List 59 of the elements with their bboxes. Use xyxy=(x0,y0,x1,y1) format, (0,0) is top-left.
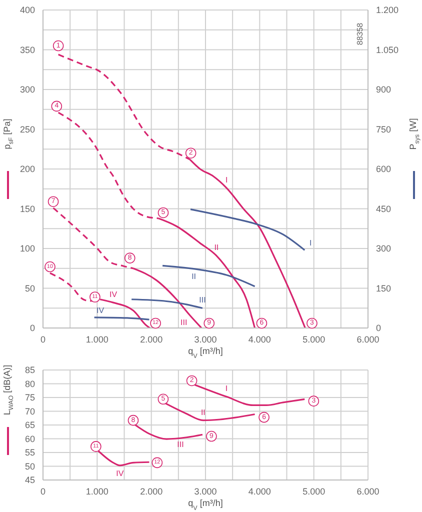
series-label: II xyxy=(200,408,206,417)
series-label: III xyxy=(177,440,184,449)
y-tick-label: 400 xyxy=(20,5,35,16)
y-tick-label: 300 xyxy=(20,84,35,95)
y-tick-label: 45 xyxy=(24,475,35,486)
series-label: III xyxy=(199,296,206,305)
x-axis-title: q$_{V}$ [m³/h] xyxy=(188,498,223,512)
y-tick-label: 50 xyxy=(24,283,35,294)
y2-tick-label: 450 xyxy=(376,204,392,214)
y-tick-label: 80 xyxy=(24,378,35,389)
line-series xyxy=(190,208,306,251)
y-tick-label: 55 xyxy=(24,448,35,458)
y-tick-label: 50 xyxy=(24,461,35,472)
series-label: I xyxy=(226,176,228,185)
legend-label: IV xyxy=(109,290,118,300)
x-tick-label: 2.000 xyxy=(140,486,163,496)
y2-tick-label: 1.050 xyxy=(376,44,399,55)
x-tick-label: 4.000 xyxy=(248,334,271,344)
x-tick-label: 1.000 xyxy=(86,334,108,344)
y-tick-label: 85 xyxy=(24,365,35,376)
line-series xyxy=(162,264,256,288)
series-label: IV xyxy=(96,306,105,315)
x-tick-label: 1.000 xyxy=(86,486,108,496)
x-tick-label: 0 xyxy=(40,486,46,496)
x-tick-label: 2.000 xyxy=(140,334,163,344)
y2-tick-label: 900 xyxy=(376,84,392,95)
series-label: IV xyxy=(116,468,124,478)
y-tick-label: 250 xyxy=(20,124,35,134)
y-tick-label: 100 xyxy=(20,244,35,254)
x-tick-label: 0 xyxy=(40,334,46,344)
line-series xyxy=(130,298,204,309)
y-tick-label: 200 xyxy=(20,164,35,174)
x-tick-label: 4.000 xyxy=(248,486,271,496)
y2-tick-label: 0 xyxy=(376,323,382,334)
y-tick-label: 60 xyxy=(24,434,35,444)
y2-tick-label: 600 xyxy=(376,164,392,174)
x-tick-label: 6.000 xyxy=(356,334,380,344)
y-tick-label: 0 xyxy=(30,323,35,334)
x-tick-label: 3.000 xyxy=(194,486,217,496)
series-label: II xyxy=(214,243,219,252)
x-tick-label: 5.000 xyxy=(302,486,326,496)
x-tick-label: 3.000 xyxy=(194,334,217,344)
y-tick-label: 70 xyxy=(24,406,35,416)
y-tick-label: 75 xyxy=(24,392,35,403)
y-tick-label: 150 xyxy=(20,204,35,214)
y2-tick-label: 750 xyxy=(376,124,392,134)
y2-tick-label: 1.200 xyxy=(376,5,399,16)
series-label: II xyxy=(192,272,196,282)
y-tick-label: 65 xyxy=(24,420,35,430)
series-label: I xyxy=(310,238,312,248)
y2-tick-label: 300 xyxy=(376,244,392,254)
y2-tick-label: 150 xyxy=(376,283,392,294)
x-tick-label: 6.000 xyxy=(356,486,380,496)
series-label: I xyxy=(225,384,228,394)
x-tick-label: 5.000 xyxy=(302,334,326,344)
annotation: 88358 xyxy=(356,22,364,46)
x-axis-title: q$_{V}$ [m³/h] xyxy=(188,346,223,360)
y-tick-label: 350 xyxy=(20,44,35,55)
series-label: III xyxy=(180,318,188,327)
